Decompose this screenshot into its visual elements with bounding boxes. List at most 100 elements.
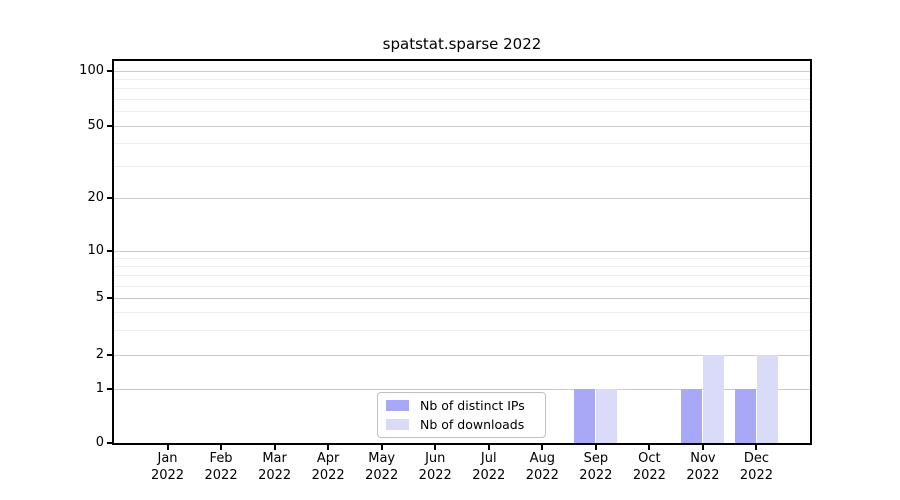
y-tick-mark (107, 354, 112, 356)
minor-gridline (114, 165, 810, 167)
x-tick-mark (327, 445, 330, 450)
minor-gridline (114, 258, 810, 260)
x-tick-month: Oct (638, 451, 661, 466)
legend-item: Nb of downloads (386, 417, 537, 432)
x-tick-label: Oct 2022 (609, 450, 689, 484)
plot-border-top (112, 59, 812, 61)
x-tick-year: 2022 (632, 468, 666, 483)
bar-downloads (703, 355, 725, 443)
y-tick-label: 10 (87, 243, 104, 258)
minor-gridline (114, 329, 810, 331)
minor-gridline (114, 98, 810, 100)
x-tick-year: 2022 (525, 468, 559, 483)
x-tick-label: Jul 2022 (449, 450, 529, 484)
x-tick-mark (701, 445, 704, 450)
x-tick-mark (220, 445, 223, 450)
x-tick-year: 2022 (418, 468, 452, 483)
y-tick-label: 100 (79, 62, 104, 78)
x-tick-mark (541, 445, 544, 450)
legend-swatch-downloads (386, 418, 409, 430)
legend-item: Nb of distinct IPs (386, 398, 537, 413)
y-tick-label: 0 (95, 435, 104, 450)
plot-border-right (810, 59, 812, 445)
minor-gridline (114, 88, 810, 90)
x-tick-mark (166, 445, 169, 450)
y-axis-line (112, 59, 114, 445)
bar-downloads (756, 355, 778, 443)
y-tick-mark (107, 197, 112, 199)
chart-title: spatstat.sparse 2022 (382, 35, 542, 53)
x-tick-year: 2022 (258, 468, 292, 483)
y-tick-mark (107, 442, 112, 444)
x-tick-label: Dec 2022 (716, 450, 796, 484)
y-tick-label: 50 (87, 117, 104, 133)
minor-gridline (114, 111, 810, 113)
x-tick-mark (380, 445, 383, 450)
x-tick-year: 2022 (204, 468, 238, 483)
x-tick-month: Dec (743, 451, 770, 466)
x-tick-year: 2022 (150, 468, 185, 483)
x-tick-month: Apr (316, 451, 340, 466)
x-tick-month: Mar (262, 451, 287, 466)
x-tick-mark (594, 445, 597, 450)
x-tick-mark (755, 445, 758, 450)
x-tick-label: Mar 2022 (235, 450, 315, 484)
y-tick-mark (107, 69, 112, 72)
minor-gridline (114, 143, 810, 145)
legend: Nb of distinct IPs Nb of downloads (377, 392, 546, 438)
y-tick-mark (107, 297, 112, 299)
y-tick-mark (107, 124, 112, 127)
major-gridline (114, 251, 810, 252)
legend-label: Nb of downloads (420, 416, 525, 432)
x-tick-mark (487, 445, 490, 450)
major-gridline (114, 198, 810, 199)
y-tick-mark (107, 250, 112, 252)
x-tick-label: Apr 2022 (288, 450, 368, 484)
plot-area (114, 61, 810, 443)
x-tick-label: Jan 2022 (128, 450, 208, 484)
x-tick-label: Sep 2022 (556, 450, 636, 484)
minor-gridline (114, 266, 810, 268)
major-gridline (114, 298, 810, 299)
x-tick-mark (648, 445, 651, 450)
major-gridline (114, 389, 810, 390)
minor-gridline (114, 275, 810, 277)
x-tick-label: May 2022 (342, 450, 422, 484)
x-tick-label: Feb 2022 (181, 450, 261, 484)
bar-distinct-ips (681, 389, 703, 443)
major-gridline (114, 125, 810, 127)
x-tick-month: Jan (157, 451, 178, 466)
x-tick-mark (273, 445, 276, 450)
y-tick-label: 5 (95, 290, 104, 305)
x-axis-line (112, 443, 812, 445)
y-tick-label: 2 (95, 347, 104, 362)
bar-downloads (596, 389, 618, 443)
x-tick-label: Nov 2022 (663, 450, 743, 484)
y-tick-label: 20 (87, 190, 104, 205)
bar-distinct-ips (734, 389, 756, 443)
x-tick-month: Sep (583, 451, 609, 466)
legend-swatch-distinct-ips (386, 400, 409, 412)
x-tick-month: Jul (480, 451, 497, 466)
x-tick-month: May (368, 451, 396, 466)
major-gridline (114, 355, 810, 356)
x-tick-month: Nov (690, 451, 716, 466)
minor-gridline (114, 78, 810, 80)
minor-gridline (114, 311, 810, 313)
x-tick-year: 2022 (365, 468, 399, 483)
x-tick-month: Feb (209, 451, 233, 466)
x-tick-mark (434, 445, 437, 450)
y-tick-mark (107, 388, 112, 390)
x-tick-year: 2022 (579, 468, 613, 483)
x-tick-year: 2022 (472, 468, 506, 483)
x-tick-label: Aug 2022 (502, 450, 582, 484)
x-tick-year: 2022 (311, 468, 345, 483)
x-tick-month: Jun (425, 451, 446, 466)
major-gridline (114, 70, 810, 72)
x-tick-month: Aug (529, 451, 555, 466)
x-tick-year: 2022 (739, 468, 773, 483)
x-tick-year: 2022 (686, 468, 720, 483)
legend-label: Nb of distinct IPs (420, 398, 525, 414)
minor-gridline (114, 285, 810, 287)
